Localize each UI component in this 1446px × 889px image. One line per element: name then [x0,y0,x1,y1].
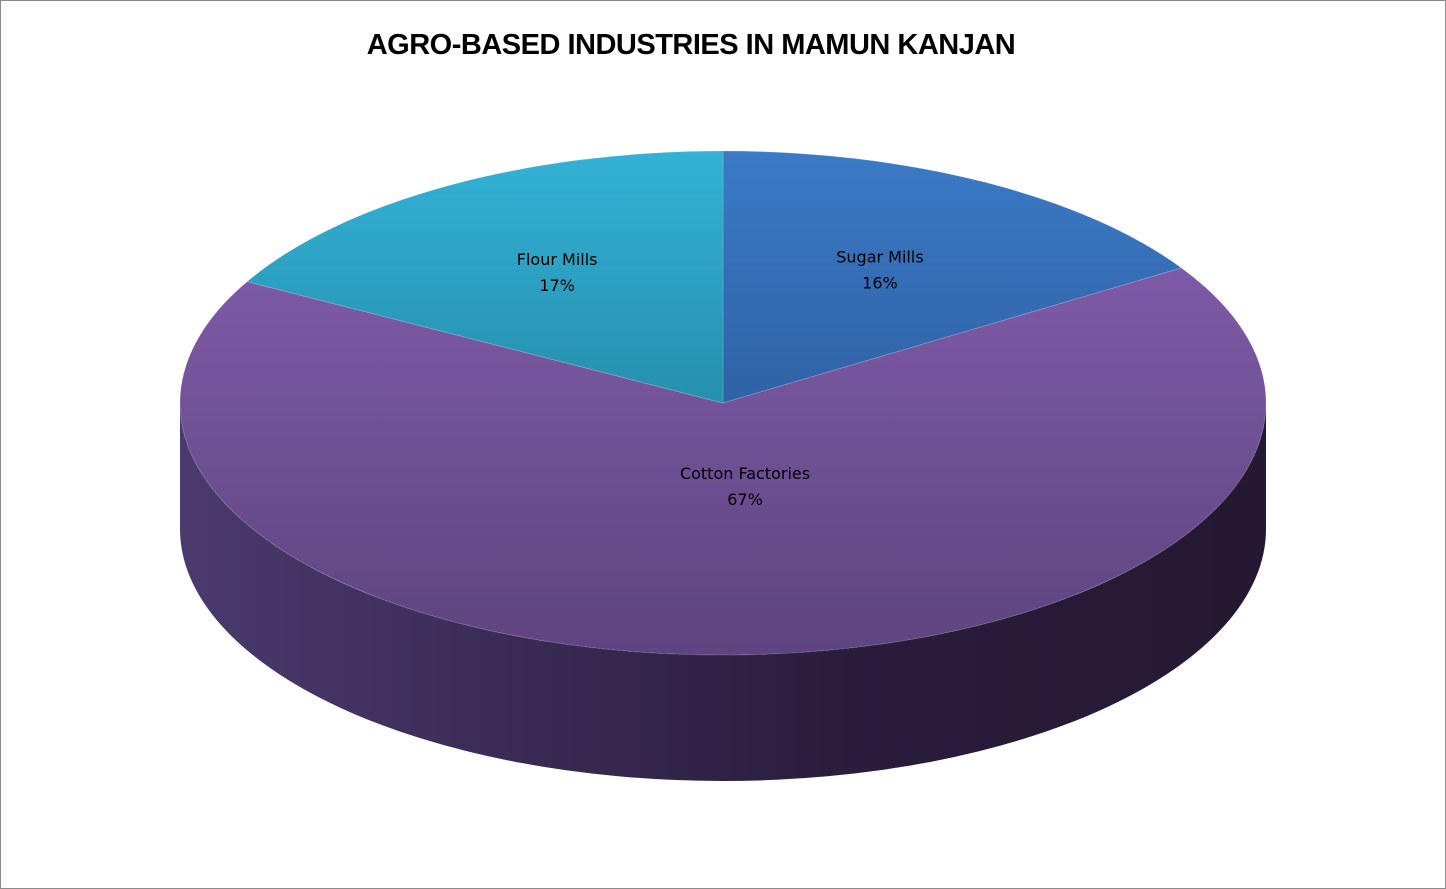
pie-slice-sugar-mills [722,150,1183,404]
slice-label-name: Sugar Mills [836,248,923,267]
chart-title: AGRO-BASED INDUSTRIES IN MAMUN KANJAN [366,29,1016,61]
slice-label-percent: 16% [862,274,898,293]
pie-side-wall [180,403,1266,781]
pie-slice-cotton-factories [179,267,1267,656]
slice-label-name: Cotton Factories [680,464,810,483]
pie-slice-flour-mills [246,150,724,404]
slice-label-name: Flour Mills [517,250,598,269]
slice-label-percent: 67% [727,490,763,509]
slice-label-percent: 17% [539,276,575,295]
